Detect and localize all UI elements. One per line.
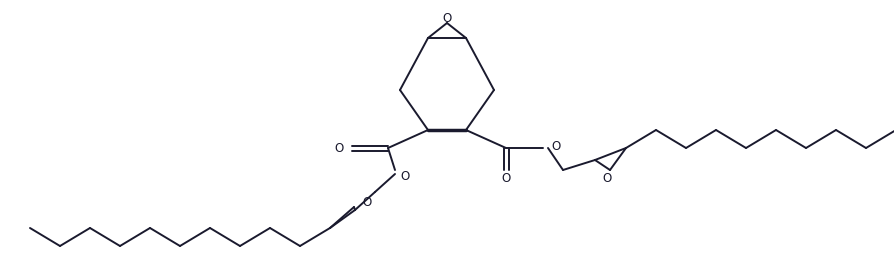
Text: O: O [443,12,451,24]
Text: O: O [502,172,510,184]
Text: O: O [334,141,344,155]
Text: O: O [603,172,611,184]
Text: O: O [551,139,561,153]
Text: O: O [362,196,371,210]
Text: O: O [400,170,409,184]
